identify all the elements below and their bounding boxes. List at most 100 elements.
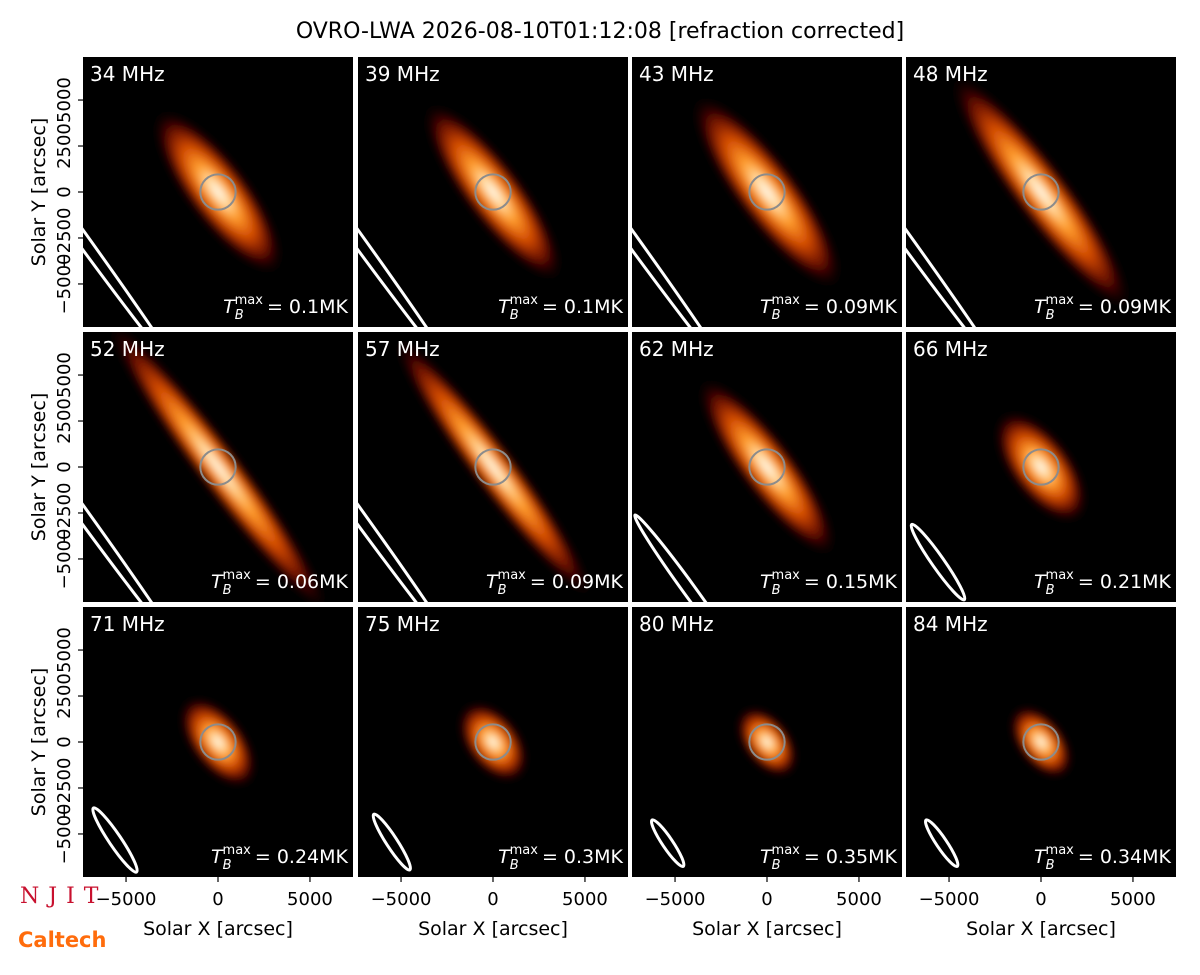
annotation-symbol: T bbox=[760, 571, 773, 593]
y-tick-label: −5000 bbox=[54, 254, 75, 315]
solar-disk bbox=[1022, 723, 1060, 761]
beam bbox=[371, 812, 412, 872]
emission-source bbox=[690, 94, 844, 290]
njit-logo: NJIT bbox=[20, 884, 107, 909]
solar-disk bbox=[199, 173, 237, 211]
emission-source bbox=[152, 109, 284, 275]
panel-title: 62 MHz bbox=[639, 337, 714, 361]
y-tick-label: 0 bbox=[54, 186, 75, 197]
annotation-symbol: T bbox=[223, 296, 236, 318]
solar-disk bbox=[748, 448, 786, 486]
emission-source bbox=[391, 334, 595, 600]
x-tick-label: −5000 bbox=[96, 889, 157, 910]
y-tick-label: −5000 bbox=[54, 804, 75, 865]
panel bbox=[906, 332, 1176, 602]
panel-title: 52 MHz bbox=[90, 337, 165, 361]
annotation-subscript: B bbox=[510, 308, 519, 323]
x-tick-label: −5000 bbox=[645, 889, 706, 910]
solar-disk bbox=[1022, 448, 1060, 486]
annotation-text: = 0.09MK bbox=[530, 571, 624, 593]
solar-disk bbox=[748, 723, 786, 761]
annotation-text: = 0.09MK bbox=[804, 296, 898, 318]
solar-disk bbox=[748, 173, 786, 211]
annotation-symbol: T bbox=[760, 846, 773, 868]
y-axis-label: Solar Y [arcsec] bbox=[28, 668, 50, 816]
solar-disk bbox=[199, 448, 237, 486]
panel bbox=[906, 607, 1176, 877]
y-tick-label: −2500 bbox=[54, 483, 75, 544]
annotation: TBmax = 0.24MK bbox=[211, 843, 349, 873]
panel-title: 84 MHz bbox=[913, 612, 988, 636]
panel-title: 43 MHz bbox=[639, 62, 714, 86]
panel-title: 75 MHz bbox=[365, 612, 440, 636]
panel-title: 66 MHz bbox=[913, 337, 988, 361]
annotation: TBmax = 0.09MK bbox=[760, 293, 898, 323]
annotation-superscript: max bbox=[1046, 843, 1075, 858]
annotation-symbol: T bbox=[211, 571, 224, 593]
annotation-superscript: max bbox=[1046, 568, 1075, 583]
annotation-subscript: B bbox=[1046, 583, 1055, 598]
annotation-subscript: B bbox=[772, 583, 781, 598]
annotation: TBmax = 0.34MK bbox=[1034, 843, 1172, 873]
annotation-superscript: max bbox=[772, 843, 801, 858]
annotation-subscript: B bbox=[1046, 858, 1055, 873]
x-axis-label: Solar X [arcsec] bbox=[966, 918, 1116, 940]
annotation-subscript: B bbox=[498, 583, 507, 598]
y-tick-label: 5000 bbox=[54, 627, 75, 673]
y-tick-label: −2500 bbox=[54, 758, 75, 819]
annotation-subscript: B bbox=[510, 858, 519, 873]
annotation: TBmax = 0.09MK bbox=[1034, 293, 1172, 323]
annotation-subscript: B bbox=[1046, 308, 1055, 323]
beam bbox=[633, 513, 745, 602]
annotation: TBmax = 0.3MK bbox=[498, 843, 623, 873]
y-axis-label: Solar Y [arcsec] bbox=[28, 393, 50, 541]
x-axis-label: Solar X [arcsec] bbox=[692, 918, 842, 940]
annotation-text: = 0.3MK bbox=[542, 846, 624, 868]
emission-source bbox=[949, 73, 1133, 311]
x-tick-label: 0 bbox=[1035, 889, 1046, 910]
annotation-superscript: max bbox=[223, 568, 252, 583]
x-tick-label: 5000 bbox=[562, 889, 608, 910]
annotation-subscript: B bbox=[223, 583, 232, 598]
solar-disk bbox=[199, 723, 237, 761]
annotation: TBmax = 0.06MK bbox=[211, 568, 349, 598]
emission-source bbox=[736, 706, 798, 778]
panel-title: 39 MHz bbox=[365, 62, 440, 86]
y-tick-label: 2500 bbox=[54, 123, 75, 169]
beam bbox=[91, 806, 139, 874]
annotation-symbol: T bbox=[486, 571, 499, 593]
beam bbox=[649, 818, 686, 869]
emission-source bbox=[105, 332, 331, 602]
panel bbox=[358, 332, 628, 602]
x-tick-label: 0 bbox=[487, 889, 498, 910]
solar-disk bbox=[474, 448, 512, 486]
panel-title: 57 MHz bbox=[365, 337, 440, 361]
emission-source bbox=[993, 410, 1089, 524]
emission-source bbox=[457, 701, 529, 783]
x-tick-label: 5000 bbox=[287, 889, 333, 910]
y-tick-label: 5000 bbox=[54, 77, 75, 123]
annotation-symbol: T bbox=[1034, 296, 1047, 318]
y-tick-label: −5000 bbox=[54, 529, 75, 590]
annotation-text: = 0.1MK bbox=[542, 296, 624, 318]
x-axis-label: Solar X [arcsec] bbox=[418, 918, 568, 940]
y-tick-label: 2500 bbox=[54, 673, 75, 719]
annotation-superscript: max bbox=[510, 843, 539, 858]
annotation-text: = 0.1MK bbox=[267, 296, 349, 318]
x-tick-label: 5000 bbox=[1110, 889, 1156, 910]
annotation: TBmax = 0.09MK bbox=[486, 568, 624, 598]
solar-disk bbox=[1022, 173, 1060, 211]
y-tick-label: 0 bbox=[54, 736, 75, 747]
panel bbox=[358, 607, 628, 877]
annotation-symbol: T bbox=[498, 846, 511, 868]
annotation: TBmax = 0.21MK bbox=[1034, 568, 1172, 598]
emission-source bbox=[697, 377, 837, 557]
annotation-superscript: max bbox=[772, 568, 801, 583]
y-axis-label: Solar Y [arcsec] bbox=[28, 118, 50, 266]
annotation-text: = 0.21MK bbox=[1078, 571, 1172, 593]
figure-title: OVRO-LWA 2026-08-10T01:12:08 [refraction… bbox=[296, 19, 904, 44]
panel bbox=[83, 607, 353, 877]
y-tick-label: 5000 bbox=[54, 352, 75, 398]
